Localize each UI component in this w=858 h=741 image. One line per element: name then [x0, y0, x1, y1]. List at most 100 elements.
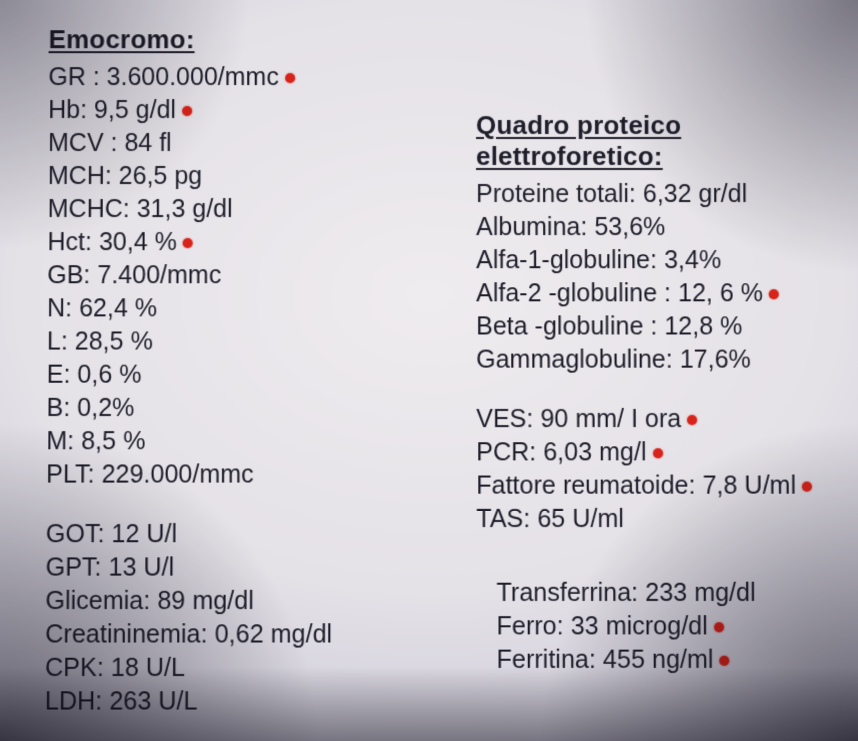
emocromo-label: GB: — [47, 261, 97, 289]
chem-value: 89 mg/dl — [157, 587, 254, 615]
emocromo-value: 229.000/mmc — [101, 460, 253, 488]
chem-row: Glicemia: 89 mg/dl — [45, 585, 436, 618]
emocromo-label: E: — [47, 361, 78, 389]
protein-value: 12,8 % — [664, 312, 742, 340]
protein-row: Gammaglobuline: 17,6% — [476, 344, 858, 377]
protein-row: Beta -globuline : 12,8 % — [476, 310, 858, 343]
emocromo-label: PLT: — [46, 460, 102, 488]
emocromo-value: 0,6 % — [77, 361, 141, 389]
emocromo-row: MCH: 26,5 pg — [48, 160, 436, 193]
abnormal-flag-icon — [687, 415, 697, 425]
iron-value: 33 microg/dl — [571, 612, 708, 640]
chem-value: 18 U/L — [111, 654, 185, 682]
emocromo-label: M: — [46, 427, 81, 455]
left-column: Emocromo: GR : 3.600.000/mmcHb: 9,5 g/dl… — [45, 24, 436, 718]
inflam-row: Fattore reumatoide: 7,8 U/ml — [476, 469, 858, 502]
inflam-label: PCR: — [476, 438, 543, 466]
protein-row: Albumina: 53,6% — [476, 211, 858, 244]
abnormal-flag-icon — [720, 656, 730, 666]
protein-label: Alfa-2 -globuline : — [476, 279, 678, 307]
emocromo-label: MCHC: — [48, 195, 137, 223]
inflam-label: TAS: — [476, 505, 537, 533]
abnormal-flag-icon — [182, 106, 192, 116]
inflammation-list: VES: 90 mm/ I oraPCR: 6,03 mg/l Fattore r… — [476, 403, 858, 536]
protein-row: Alfa-1-globuline: 3,4% — [476, 244, 858, 277]
emocromo-row: Hb: 9,5 g/dl — [48, 94, 436, 127]
protein-value: 12, 6 % — [678, 279, 763, 307]
iron-row: Transferrina: 233 mg/dl — [496, 577, 858, 610]
iron-label: Ferritina: — [496, 646, 602, 674]
inflam-row: TAS: 65 U/ml — [476, 503, 858, 536]
iron-value: 233 mg/dl — [645, 579, 756, 607]
emocromo-row: E: 0,6 % — [47, 359, 436, 392]
abnormal-flag-icon — [285, 73, 295, 83]
emocromo-label: Hct: — [47, 228, 99, 256]
chem-row: LDH: 263 U/L — [45, 685, 436, 719]
protein-value: 53,6% — [594, 213, 665, 241]
emocromo-label: MCH: — [48, 162, 119, 190]
chem-value: 12 U/l — [111, 520, 177, 548]
chem-label: CPK: — [45, 654, 111, 682]
emocromo-row: PLT: 229.000/mmc — [46, 458, 436, 491]
emocromo-value: 84 fl — [124, 129, 171, 157]
right-column: Quadro proteico elettroforetico: Protein… — [476, 24, 858, 718]
iron-value: 455 ng/ml — [603, 646, 714, 674]
chem-label: LDH: — [45, 687, 110, 715]
inflam-value: 65 U/ml — [537, 505, 624, 533]
emocromo-row: MCHC: 31,3 g/dl — [48, 193, 436, 226]
emocromo-label: MCV : — [48, 129, 125, 157]
emocromo-value: 30,4 % — [99, 228, 177, 256]
iron-row: Ferro: 33 microg/dl — [496, 610, 858, 643]
emocromo-list: GR : 3.600.000/mmcHb: 9,5 g/dlMCV : 84 f… — [46, 61, 436, 492]
protein-label: Beta -globuline : — [476, 312, 664, 340]
iron-row: Ferritina: 455 ng/ml — [496, 644, 858, 678]
protein-label: Gammaglobuline: — [476, 346, 680, 374]
emocromo-row: N: 62,4 % — [47, 292, 436, 325]
chem-label: GOT: — [46, 520, 112, 548]
protein-row: Alfa-2 -globuline : 12, 6 % — [476, 277, 858, 310]
emocromo-label: L: — [47, 327, 75, 355]
abnormal-flag-icon — [653, 449, 663, 459]
emocromo-value: 62,4 % — [79, 294, 157, 322]
emocromo-value: 31,3 g/dl — [137, 195, 233, 223]
chem-label: GPT: — [46, 553, 109, 581]
chem-label: Creatininemia: — [45, 620, 214, 648]
emocromo-heading: Emocromo: — [49, 24, 195, 55]
protein-row: Proteine totali: 6,32 gr/dl — [476, 178, 858, 211]
emocromo-row: L: 28,5 % — [47, 325, 436, 358]
emocromo-label: Hb: — [48, 96, 94, 124]
chem-list: GOT: 12 U/lGPT: 13 U/lGlicemia: 89 mg/dl… — [45, 518, 436, 719]
protein-label: Proteine totali: — [476, 180, 643, 208]
protein-value: 17,6% — [680, 346, 751, 374]
emocromo-value: 28,5 % — [75, 327, 153, 355]
inflam-value: 6,03 mg/l — [543, 438, 646, 466]
protein-list: Proteine totali: 6,32 gr/dlAlbumina: 53,… — [476, 178, 858, 377]
chem-label: Glicemia: — [45, 587, 157, 615]
protein-value: 6,32 gr/dl — [643, 180, 747, 208]
emocromo-label: N: — [47, 294, 79, 322]
emocromo-label: GR : — [48, 63, 106, 91]
chem-value: 263 U/L — [109, 687, 197, 715]
emocromo-value: 26,5 pg — [119, 162, 203, 190]
chem-row: CPK: 18 U/L — [45, 652, 436, 686]
quadro-heading: Quadro proteico elettroforetico: — [476, 110, 858, 172]
inflam-label: Fattore reumatoide: — [476, 471, 702, 499]
emocromo-row: MCV : 84 fl — [48, 127, 436, 160]
emocromo-value: 8,5 % — [81, 427, 145, 455]
two-column-layout: Emocromo: GR : 3.600.000/mmcHb: 9,5 g/dl… — [45, 24, 828, 718]
abnormal-flag-icon — [714, 623, 724, 633]
emocromo-row: M: 8,5 % — [46, 425, 436, 458]
slide-content: Emocromo: GR : 3.600.000/mmcHb: 9,5 g/dl… — [0, 0, 858, 741]
abnormal-flag-icon — [183, 238, 193, 248]
iron-label: Ferro: — [496, 612, 570, 640]
iron-list: Transferrina: 233 mg/dlFerro: 33 microg/… — [476, 577, 858, 677]
emocromo-row: Hct: 30,4 % — [47, 226, 436, 259]
emocromo-row: GR : 3.600.000/mmc — [48, 61, 436, 94]
inflam-row: VES: 90 mm/ I ora — [476, 403, 858, 436]
emocromo-row: B: 0,2% — [46, 392, 436, 425]
chem-value: 0,62 mg/dl — [215, 620, 333, 648]
emocromo-row: GB: 7.400/mmc — [47, 259, 436, 292]
chem-row: Creatininemia: 0,62 mg/dl — [45, 618, 436, 651]
emocromo-value: 3.600.000/mmc — [107, 63, 279, 91]
abnormal-flag-icon — [802, 482, 812, 492]
